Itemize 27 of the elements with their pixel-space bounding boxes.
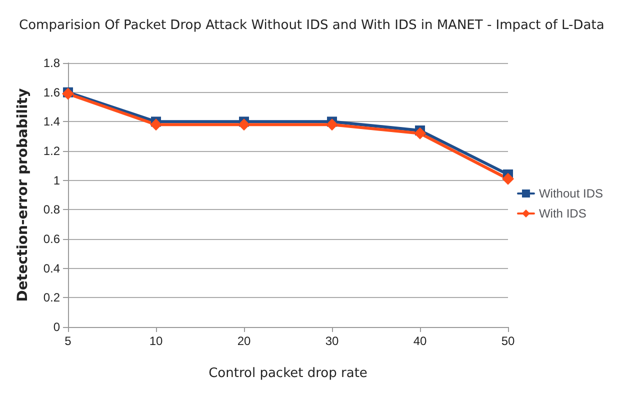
y-tick-label: 1.2 [43, 144, 60, 158]
y-tick-label: 1.8 [43, 56, 60, 70]
y-tick-label: 1.6 [43, 85, 60, 100]
x-tick-label: 30 [325, 334, 339, 348]
point [502, 172, 514, 185]
point [150, 118, 162, 131]
y-tick-label: 0.4 [43, 261, 60, 276]
chart-title: Comparision Of Packet Drop Attack Without IDS and With IDS in MANET - Impact of L-Data [19, 18, 604, 33]
x-tick-label: 5 [64, 334, 72, 348]
y-tick-label: 0.2 [43, 290, 60, 305]
y-tick-label: 1.4 [43, 114, 60, 129]
y-tick-label: 0 [53, 320, 60, 334]
legend-label: With IDS [538, 206, 586, 220]
legend-label: Without IDS [538, 186, 604, 200]
y-tick-label: 1 [53, 173, 60, 188]
x-tick-label: 10 [149, 334, 163, 348]
x-tick-label: 40 [413, 334, 427, 348]
x-axis-title: Control packet drop rate [208, 366, 368, 381]
point [414, 127, 426, 140]
y-tick-label: 0.6 [43, 232, 60, 246]
point [238, 118, 250, 131]
point [62, 88, 74, 100]
point [326, 118, 338, 131]
x-tick-label: 50 [501, 334, 515, 348]
y-axis-title: Detection-error probability [15, 88, 31, 302]
x-tick-label: 20 [237, 334, 251, 348]
y-tick-label: 0.8 [43, 202, 60, 217]
